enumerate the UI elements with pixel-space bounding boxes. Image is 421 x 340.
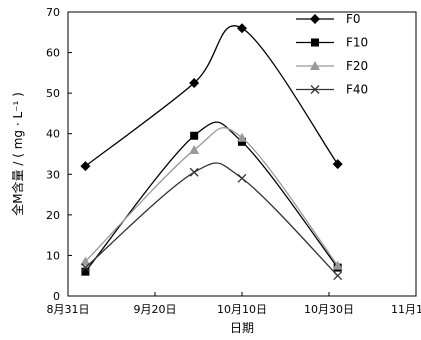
data-point-f40 [237,173,247,183]
series-layer [80,23,343,281]
data-point-f20 [237,132,247,142]
y-tick-label: 60 [46,47,60,60]
y-tick-label: 30 [46,168,60,181]
x-tick-label: 10月10日 [217,303,267,316]
legend-marker-f10 [311,38,319,47]
data-point-f20 [189,144,200,154]
series-line-f40 [84,162,339,277]
y-tick-label: 10 [46,249,60,262]
data-point-f0 [80,161,91,172]
series-f40 [80,162,343,281]
legend: F0 F10 F20 F40 [296,12,368,97]
y-tick-label: 0 [53,290,60,303]
data-point-f40 [80,263,90,273]
y-axis-ticks: 0 10 20 30 40 50 60 70 [46,6,72,303]
data-point-f0 [237,23,247,34]
y-axis-title: 全M含量 / ( mg · L⁻¹ ) [10,92,25,216]
data-point-f20 [80,256,91,266]
legend-marker-f20 [310,61,320,70]
data-point-f0 [189,78,200,88]
series-line-f10 [84,121,339,273]
x-axis-ticks: 8月31日 9月20日 10月10日 10月30日 11月19日 [47,292,421,316]
data-point-f10 [190,131,199,140]
data-point-f20 [332,260,343,270]
series-f10 [81,121,342,276]
plot-area-frame [67,11,417,297]
legend-marker-f0 [310,14,320,24]
data-point-f10 [238,137,246,146]
legend-item-f20: F20 [296,59,368,73]
x-tick-label: 8月31日 [47,303,90,316]
y-tick-label: 40 [46,128,60,141]
x-tick-label: 11月19日 [391,303,421,316]
plot-border [67,11,417,297]
series-line-f0 [85,25,339,167]
series-line-f20 [84,127,339,266]
legend-label: F40 [346,83,368,97]
legend-label: F10 [346,36,368,50]
data-point-f0 [332,159,343,170]
data-point-f40 [189,167,199,177]
y-tick-label: 20 [46,209,60,222]
x-tick-label: 9月20日 [134,303,177,316]
data-point-f40 [333,271,343,281]
series-f20 [80,127,343,270]
y-tick-label: 50 [46,87,60,100]
legend-label: F0 [346,12,361,26]
x-axis-title: 日期 [230,321,254,335]
series-f0 [80,23,343,172]
x-tick-label: 10月30日 [304,303,354,316]
legend-label: F20 [346,59,368,73]
legend-item-f40: F40 [296,83,368,97]
y-tick-label: 70 [46,6,60,19]
legend-marker-f40 [310,85,320,94]
data-point-f10 [81,267,90,276]
legend-item-f10: F10 [296,36,368,50]
legend-item-f0: F0 [296,12,361,26]
